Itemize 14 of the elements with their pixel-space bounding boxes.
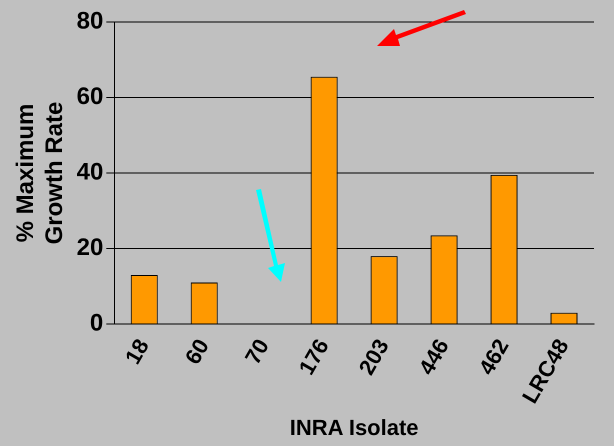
x-tick-label: 462 xyxy=(474,334,514,379)
y-axis-title: % Maximum Growth Rate xyxy=(12,102,68,244)
y-tick-label: 80 xyxy=(76,8,104,35)
y-tick-label: 20 xyxy=(76,234,104,262)
y-tick-label: 60 xyxy=(76,83,104,110)
x-tick-label: 70 xyxy=(240,334,274,368)
x-tick-label: 203 xyxy=(354,334,394,379)
x-tick-label: 60 xyxy=(180,334,214,368)
x-tick-label: 446 xyxy=(414,334,454,379)
x-axis-title: INRA Isolate xyxy=(290,414,419,440)
y-tick-label: 0 xyxy=(90,310,104,337)
x-tick-label: 176 xyxy=(294,334,334,379)
y-tick-label: 40 xyxy=(76,158,104,186)
x-tick-label: 18 xyxy=(120,334,154,368)
